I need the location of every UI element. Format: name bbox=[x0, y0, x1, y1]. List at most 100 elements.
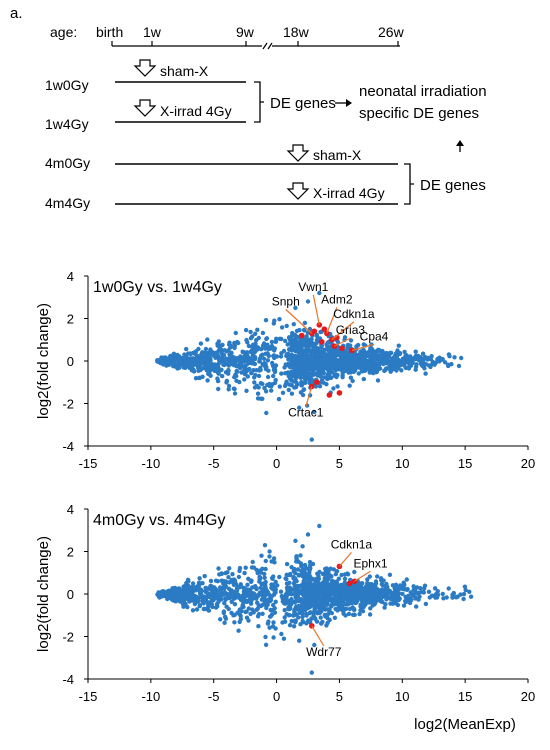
data-point bbox=[272, 380, 278, 386]
data-point bbox=[352, 361, 357, 366]
data-point bbox=[184, 354, 189, 359]
data-point bbox=[224, 378, 230, 384]
data-point bbox=[364, 597, 369, 602]
data-point bbox=[287, 374, 292, 379]
data-point bbox=[375, 378, 381, 383]
data-point bbox=[322, 585, 327, 591]
treatment-xirrad-4m: X-irrad 4Gy bbox=[313, 185, 385, 201]
data-point bbox=[244, 350, 250, 355]
data-point bbox=[446, 352, 452, 357]
data-point bbox=[282, 619, 288, 624]
data-point bbox=[348, 585, 353, 591]
data-point bbox=[317, 290, 322, 296]
data-point bbox=[247, 366, 252, 372]
x-tick-label: 10 bbox=[395, 689, 409, 704]
data-point bbox=[232, 345, 237, 351]
data-point bbox=[435, 356, 440, 362]
data-point bbox=[285, 351, 291, 356]
data-point bbox=[352, 569, 357, 575]
data-point bbox=[262, 571, 267, 577]
data-point bbox=[323, 613, 328, 618]
data-point bbox=[280, 390, 286, 395]
data-point bbox=[439, 357, 445, 362]
data-point bbox=[229, 599, 234, 604]
data-point bbox=[173, 599, 179, 604]
data-point bbox=[354, 344, 359, 349]
data-point bbox=[197, 576, 202, 581]
data-point bbox=[293, 538, 298, 544]
data-point bbox=[244, 388, 249, 393]
data-point bbox=[263, 318, 269, 323]
data-point bbox=[342, 572, 348, 577]
data-point bbox=[273, 579, 278, 585]
data-point bbox=[251, 354, 256, 360]
data-point bbox=[257, 576, 263, 581]
data-point bbox=[301, 387, 307, 392]
data-point bbox=[263, 579, 268, 585]
group-1w0gy: 1w0Gy bbox=[45, 77, 89, 93]
data-point bbox=[256, 603, 261, 608]
data-point bbox=[284, 576, 289, 582]
data-point bbox=[295, 558, 300, 564]
data-point bbox=[258, 365, 263, 371]
highlight-point bbox=[319, 339, 325, 345]
result-line-1: neonatal irradiation bbox=[359, 83, 487, 100]
data-point bbox=[311, 345, 316, 351]
data-point bbox=[411, 584, 416, 589]
data-point bbox=[423, 356, 428, 361]
data-point bbox=[342, 576, 348, 581]
data-point bbox=[371, 589, 376, 594]
de-genes-1w: DE genes bbox=[270, 95, 336, 112]
data-point bbox=[253, 349, 258, 354]
data-point bbox=[239, 370, 244, 375]
data-point bbox=[359, 598, 365, 604]
data-point bbox=[208, 578, 214, 584]
data-point bbox=[233, 330, 238, 336]
data-point bbox=[245, 582, 250, 587]
data-point bbox=[340, 375, 345, 380]
y-tick-label: 2 bbox=[67, 545, 74, 560]
data-point bbox=[305, 532, 311, 537]
data-point bbox=[226, 358, 231, 363]
data-point bbox=[181, 599, 187, 605]
y-tick-label: 4 bbox=[67, 502, 74, 517]
data-point bbox=[318, 329, 323, 335]
data-point bbox=[382, 605, 387, 610]
arrow-down-icon bbox=[133, 59, 157, 77]
data-point bbox=[302, 343, 307, 348]
gene-label: Cpa4 bbox=[360, 329, 389, 343]
data-point bbox=[272, 560, 277, 565]
data-point bbox=[303, 565, 308, 570]
data-point bbox=[356, 371, 361, 376]
data-point bbox=[259, 581, 264, 587]
data-point bbox=[456, 363, 462, 369]
data-point bbox=[414, 604, 419, 609]
data-point bbox=[293, 367, 299, 372]
age-18w: 18w bbox=[283, 24, 310, 40]
data-point bbox=[259, 597, 265, 602]
data-point bbox=[203, 346, 209, 352]
data-point bbox=[191, 369, 197, 374]
data-point bbox=[195, 354, 201, 359]
data-point bbox=[357, 352, 362, 358]
data-point bbox=[375, 574, 380, 579]
data-point bbox=[263, 361, 268, 367]
data-point bbox=[186, 579, 191, 584]
data-point bbox=[252, 385, 258, 390]
data-point bbox=[255, 570, 260, 576]
data-point bbox=[380, 348, 385, 354]
x-tick-label: 5 bbox=[336, 456, 343, 471]
data-point bbox=[328, 369, 333, 374]
data-point bbox=[231, 582, 237, 587]
data-point bbox=[415, 585, 420, 590]
data-point bbox=[201, 360, 206, 365]
data-point bbox=[273, 590, 278, 595]
data-point bbox=[244, 337, 249, 343]
data-point bbox=[187, 357, 192, 362]
data-point bbox=[334, 579, 339, 584]
data-point bbox=[361, 589, 366, 594]
data-point bbox=[366, 592, 371, 597]
data-point bbox=[197, 581, 202, 586]
data-point bbox=[459, 355, 464, 361]
data-point bbox=[422, 583, 428, 588]
